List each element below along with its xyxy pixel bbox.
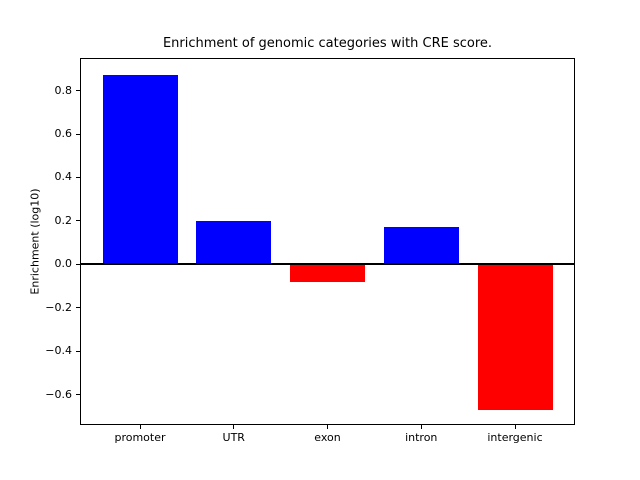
x-tick-mark <box>514 425 516 429</box>
y-tick-mark <box>76 133 80 135</box>
x-tick-mark <box>233 425 235 429</box>
bar-intron <box>383 227 459 265</box>
x-tick-label-intron: intron <box>405 431 438 444</box>
y-tick-mark <box>76 350 80 352</box>
y-tick-mark <box>76 90 80 92</box>
x-tick-mark <box>420 425 422 429</box>
y-tick-label: −0.2 <box>45 300 72 314</box>
bar-promoter <box>102 75 178 265</box>
y-tick-label: 0.8 <box>54 83 73 97</box>
x-tick-mark <box>327 425 328 429</box>
x-tick-label-exon: exon <box>314 431 341 444</box>
y-tick-mark <box>76 220 80 222</box>
y-tick-mark <box>76 394 80 396</box>
y-tick-label: −0.6 <box>45 387 72 401</box>
y-tick-label: −0.4 <box>45 344 72 358</box>
bar-UTR <box>196 220 272 265</box>
bar-intergenic <box>477 264 553 410</box>
x-tick-label-UTR: UTR <box>222 431 245 444</box>
x-tick-label-intergenic: intergenic <box>487 431 543 444</box>
y-tick-label: 0.2 <box>54 213 73 227</box>
y-tick-mark <box>76 307 80 309</box>
y-tick-label: 0.0 <box>54 257 73 271</box>
chart-title: Enrichment of genomic categories with CR… <box>162 36 493 51</box>
x-tick-mark <box>139 425 141 429</box>
y-tick-label: 0.4 <box>54 170 73 184</box>
y-tick-label: 0.6 <box>54 127 73 140</box>
bar-exon <box>290 264 365 282</box>
y-tick-mark <box>76 263 80 265</box>
zero-line <box>80 263 575 266</box>
y-tick-mark <box>76 176 80 178</box>
x-tick-label-promoter: promoter <box>114 431 166 444</box>
